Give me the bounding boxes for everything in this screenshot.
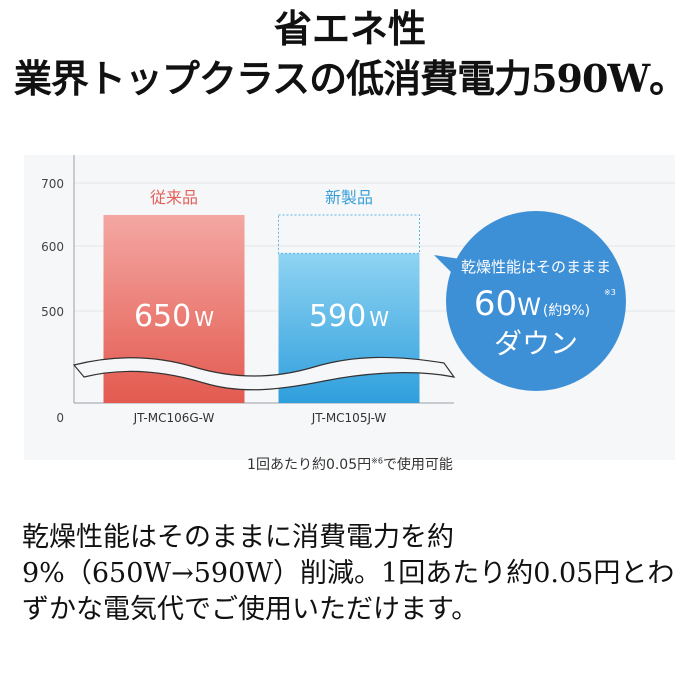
description-text: 乾燥性能はそのままに消費電力を約9%（650W→590W）削減。1回あたり約0.… [22,522,675,625]
category-label-0: JT-MC106G-W [133,411,215,425]
page-title: 省エネ性 [273,6,426,51]
footnote-text: 1回あたり約0.05円 [247,457,372,473]
y-tick-label-0: 0 [56,411,64,425]
bar-value-label-new: 590 W [309,299,389,334]
bar-value-new-unit: W [369,307,389,331]
chart-footnote-line: 1回あたり約0.05円※6で使用可能 [0,454,700,474]
bar-value-label-old: 650 W [134,299,214,334]
callout-note: ※3 [604,288,616,297]
callout-line3: ダウン [494,327,578,360]
page-subtitle: 業界トップクラスの低消費電力590W。 [13,56,687,101]
callout-line2: 60W (約9%) [474,284,590,324]
chart-panel: 700 600 500 0 従来品 新製品 650 W 590 W JT-MC106… [24,155,675,460]
bar-value-old: 650 [134,299,191,334]
power-consumption-chart: 700 600 500 0 従来品 新製品 650 W 590 W JT-MC106… [41,155,675,425]
footnote-suffix: で使用可能 [382,457,453,473]
callout-paren: (約9%) [543,303,590,319]
series-label-old: 従来品 [150,188,198,207]
bar-value-new: 590 [309,299,366,334]
y-tick-label-600: 600 [41,240,64,254]
callout-value: 60 [474,284,517,324]
bar-value-old-unit: W [194,307,214,331]
y-tick-label-700: 700 [41,177,64,191]
callout-line1: 乾燥性能はそのままま [461,258,611,276]
series-label-new: 新製品 [325,188,373,207]
callout-unit: W [517,293,541,321]
axis-break-band [72,356,456,391]
footnote-note: ※6 [371,456,383,466]
bar-reduction-outline [278,214,420,254]
callout-bubble-tail [434,255,460,273]
y-tick-label-500: 500 [41,305,64,319]
callout-bubble [446,211,626,391]
category-label-1: JT-MC105J-W [311,411,387,425]
